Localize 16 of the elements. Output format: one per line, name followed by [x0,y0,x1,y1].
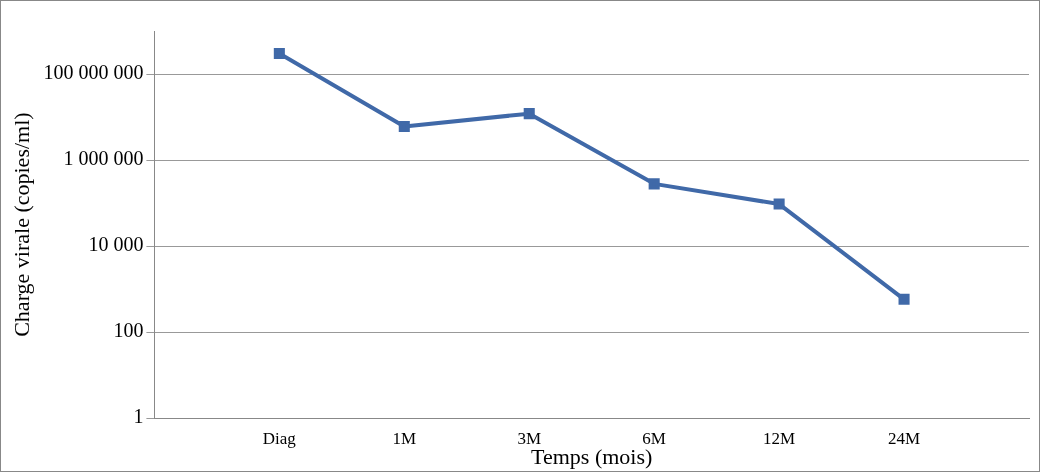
point [398,121,410,133]
y-tick-label: 100 000 000 [43,61,144,84]
y-tick-label: 10 000 [88,233,144,256]
point [898,293,910,305]
y-axis-title: Charge virale (copies/ml) [8,112,34,337]
y-tick-label: 100 [113,319,144,342]
x-tick-label: 12M [763,428,796,448]
y-tick-label: 1 000 000 [63,147,144,170]
point [523,108,535,120]
point [648,178,660,190]
point [273,47,285,60]
x-tick-label: Diag [262,428,297,448]
y-tick-label: 1 [133,405,144,428]
point [773,198,785,210]
x-tick-label: 1M [392,428,417,448]
x-tick-label: 24M [887,428,921,448]
